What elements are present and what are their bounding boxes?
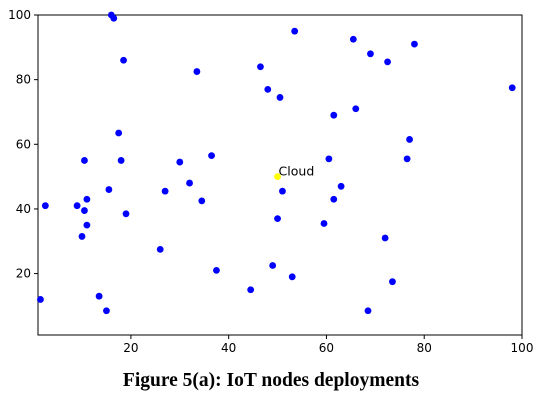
node-point — [320, 220, 328, 227]
node-point — [349, 35, 357, 43]
node-point — [352, 105, 360, 113]
x-tick-label: 80 — [417, 341, 432, 355]
x-tick-label: 100 — [511, 341, 534, 355]
node-point — [73, 202, 81, 210]
node-point — [247, 286, 255, 294]
node-point — [117, 157, 125, 164]
node-point — [337, 182, 345, 190]
node-point — [325, 155, 333, 163]
x-tick-label: 40 — [221, 341, 236, 355]
y-tick-label: 60 — [16, 137, 31, 151]
node-point — [193, 68, 201, 75]
node-point — [41, 202, 49, 210]
node-point — [276, 94, 284, 101]
x-tick-label: 20 — [123, 341, 138, 355]
node-point — [110, 14, 118, 22]
node-point — [288, 273, 296, 281]
node-point — [264, 85, 272, 93]
node-point — [115, 129, 123, 137]
node-point — [122, 210, 130, 218]
node-point — [95, 292, 103, 300]
node-point — [105, 186, 113, 193]
node-point — [83, 195, 91, 203]
node-point — [508, 84, 516, 92]
node-point — [274, 215, 281, 223]
node-point — [103, 307, 110, 315]
figure-caption: Figure 5(a): IoT nodes deployments — [122, 370, 420, 391]
node-point — [198, 197, 206, 205]
node-point — [406, 136, 413, 143]
node-point — [213, 266, 220, 274]
node-point — [330, 195, 338, 203]
node-point — [411, 40, 418, 48]
node-point — [208, 152, 215, 160]
y-tick-label: 100 — [8, 8, 31, 22]
node-point — [291, 27, 299, 35]
y-tick-label: 20 — [16, 267, 31, 281]
node-point — [367, 50, 374, 58]
node-point — [156, 245, 164, 253]
node-point — [120, 56, 127, 64]
node-point — [403, 155, 411, 163]
y-tick-label: 80 — [16, 73, 31, 87]
x-tick-label: 60 — [319, 341, 334, 355]
node-point — [381, 234, 389, 242]
plot-frame — [37, 14, 523, 336]
node-point — [389, 278, 396, 286]
y-tick-label: 40 — [16, 202, 31, 216]
node-point — [269, 262, 277, 269]
scatter-chart: 20 40 60 80 100 20 40 60 80 100 Cloud — [8, 8, 534, 355]
node-point — [81, 157, 88, 164]
node-point — [78, 233, 86, 240]
node-point — [384, 58, 391, 66]
node-point — [161, 187, 169, 195]
node-point — [186, 179, 193, 187]
node-point — [37, 296, 44, 303]
node-point — [83, 221, 91, 229]
cloud-annotation: Cloud — [279, 164, 315, 179]
node-point — [257, 63, 264, 71]
node-point — [176, 158, 184, 166]
node-point — [364, 307, 372, 315]
node-point — [81, 207, 88, 214]
cloud-point — [274, 173, 281, 181]
node-point — [330, 111, 338, 119]
node-point — [279, 187, 286, 195]
